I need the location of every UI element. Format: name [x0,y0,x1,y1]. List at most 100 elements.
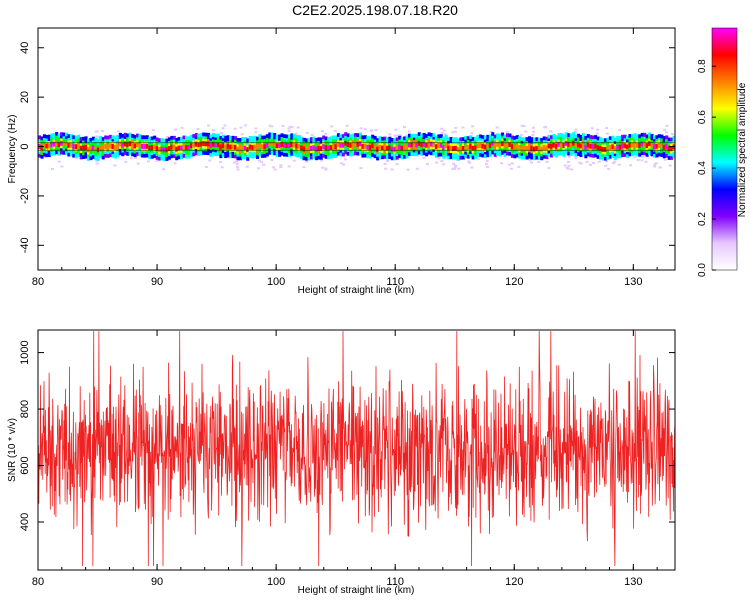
heatmap-halo-cell [454,126,458,129]
heatmap-cell [449,145,453,151]
heatmap-cell [180,145,184,151]
heatmap-cell [273,141,277,147]
heatmap-halo-cell [272,166,276,169]
heatmap-cell [412,142,416,148]
heatmap-cell [581,141,585,147]
heatmap-halo-cell [495,126,499,129]
heatmap-halo-cell [528,158,532,161]
heatmap-halo-cell [305,160,309,163]
heatmap-cell [344,140,348,146]
snr-series-line [38,331,675,567]
heatmap-cell [253,144,257,150]
heatmap-cell [633,141,637,147]
heatmap-cell [525,145,529,151]
heatmap-halo-cell [270,125,274,128]
heatmap-halo-cell [114,135,118,138]
heatmap-cell [278,143,282,149]
heatmap-cell [508,142,512,148]
page-title: C2E2.2025.198.07.18.R20 [292,2,458,18]
heatmap-halo-cell [461,126,465,129]
heatmap-halo-cell [644,160,648,163]
spectrogram-x-tick-label: 120 [505,276,523,288]
heatmap-cell [603,146,607,152]
heatmap-cell [319,146,323,152]
heatmap-cell [505,141,509,147]
spectrogram-y-label: Frequency (Hz) [7,115,18,184]
heatmap-cell [552,142,556,148]
heatmap-halo-cell [607,167,611,170]
heatmap-halo-cell [500,162,504,165]
heatmap-cell [510,144,514,150]
heatmap-cell [314,146,318,152]
heatmap-cell [133,143,137,149]
heatmap-cell [199,141,203,147]
heatmap-halo-cell [440,131,444,134]
heatmap-cell [285,143,289,149]
heatmap-halo-cell [641,156,645,159]
heatmap-halo-cell [342,163,346,166]
heatmap-halo-cell [287,130,291,133]
heatmap-cell [211,141,215,147]
heatmap-cell [202,141,206,147]
heatmap-cell [452,146,456,151]
heatmap-cell [84,144,88,150]
heatmap-cell [89,146,93,152]
heatmap-halo-cell [442,163,446,166]
heatmap-halo-cell [471,125,475,128]
heatmap-cell [349,142,353,148]
heatmap-halo-cell [394,128,398,131]
heatmap-halo-cell [663,128,667,131]
heatmap-cell [439,142,443,148]
heatmap-cell [388,145,392,151]
heatmap-halo-cell [359,167,363,170]
snr-x-axis: 80 90 100 110 120 130 [32,330,658,588]
heatmap-cell [650,142,654,148]
heatmap-cell [194,141,198,147]
heatmap-halo-cell [330,125,334,128]
heatmap-cell [559,141,563,147]
heatmap-halo-cell [484,163,488,166]
heatmap-halo-cell [219,132,223,135]
heatmap-cell [476,143,480,149]
heatmap-halo-cell [221,127,225,130]
heatmap-cell [378,144,382,150]
heatmap-cell [74,144,78,150]
heatmap-cell [432,141,436,147]
snr-x-tick-label: 110 [386,576,404,588]
heatmap-halo-cell [257,159,261,162]
heatmap-halo-cell [443,133,447,136]
colorbar-tick-label: 0.0 [697,263,708,277]
heatmap-cell [185,145,189,150]
heatmap-cell [40,145,44,151]
heatmap-halo-cell [235,163,239,166]
heatmap-cell [562,143,566,148]
heatmap-cell [77,143,81,149]
heatmap-halo-cell [451,131,455,134]
heatmap-cell [91,145,95,151]
heatmap-halo-cell [470,132,474,135]
heatmap-cell [270,141,274,147]
heatmap-halo-cell [589,163,593,166]
heatmap-cell [256,145,260,151]
heatmap-halo-cell [437,157,441,160]
heatmap-halo-cell [390,168,394,171]
heatmap-halo-cell [485,160,489,163]
heatmap-halo-cell [239,126,243,129]
heatmap-cell [618,144,622,150]
heatmap-cell [373,144,377,150]
heatmap-halo-cell [279,166,283,169]
heatmap-cell [251,144,255,150]
heatmap-cell [444,143,448,149]
heatmap-halo-cell [663,158,667,161]
heatmap-cell [594,143,598,149]
heatmap-cell [52,141,56,147]
heatmap-cell [67,142,71,148]
heatmap-halo-cell [287,165,291,168]
heatmap-cell [652,144,656,150]
heatmap-halo-cell [653,163,657,166]
heatmap-cell [248,144,252,150]
heatmap-cell [547,143,551,149]
heatmap-cell [662,144,666,150]
heatmap-cell [417,140,421,146]
